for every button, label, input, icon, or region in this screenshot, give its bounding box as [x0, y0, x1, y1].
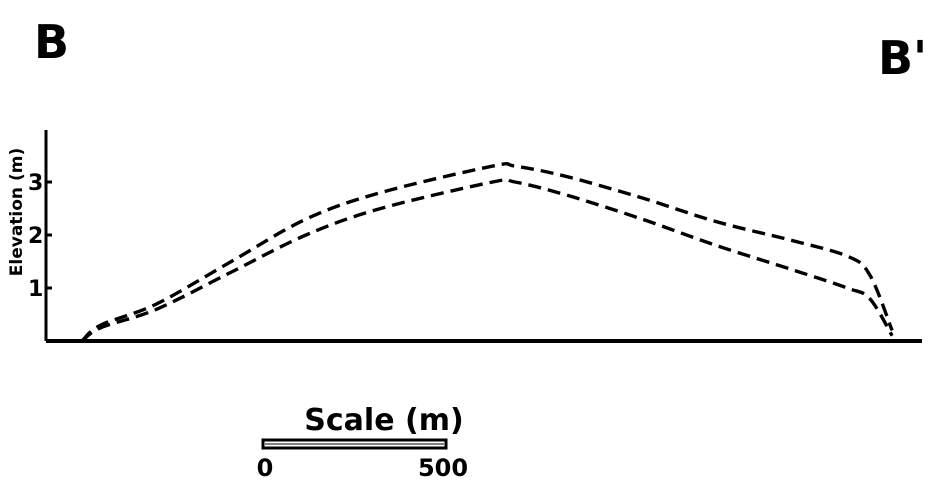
profile-line-lower	[80, 177, 894, 343]
y-axis-label: Elevation (m)	[7, 148, 27, 276]
scale-bar: Scale (m) 0 500	[257, 403, 468, 482]
scale-bar-title: Scale (m)	[304, 403, 463, 438]
scale-bar-label-end: 500	[418, 454, 468, 482]
y-axis-ticks: 1 2 3	[28, 171, 52, 302]
profile-line-upper	[80, 161, 894, 343]
y-tick-label: 2	[28, 224, 43, 249]
y-tick-label: 1	[28, 277, 43, 302]
scale-bar-label-start: 0	[257, 454, 274, 482]
profile-lines	[80, 161, 894, 343]
profile-start-label: B	[34, 15, 69, 69]
y-tick-label: 3	[28, 171, 43, 196]
profile-end-label: B'	[878, 31, 927, 85]
